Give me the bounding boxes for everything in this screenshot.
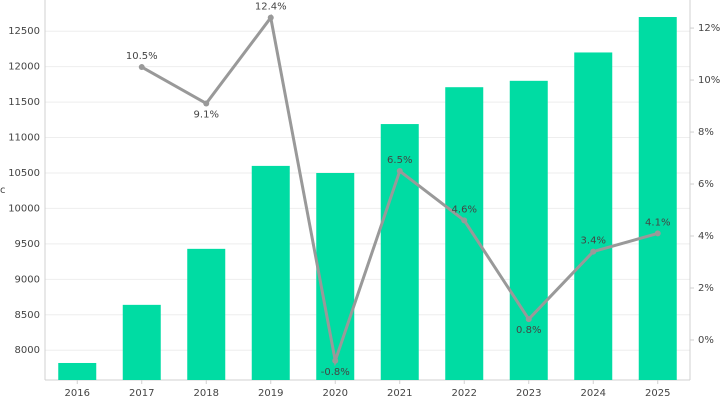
line-point bbox=[461, 217, 468, 224]
data-label: 10.5% bbox=[126, 51, 158, 62]
y-tick-label: 9000 bbox=[15, 274, 40, 285]
bar bbox=[380, 124, 419, 380]
data-label: 4.6% bbox=[452, 204, 477, 215]
y2-tick-label: 6% bbox=[698, 179, 714, 190]
y-tick-label: 10500 bbox=[8, 168, 40, 179]
y-tick-label: 9500 bbox=[15, 239, 40, 250]
bar bbox=[316, 172, 355, 380]
line-point bbox=[203, 100, 210, 107]
data-label: 9.1% bbox=[194, 109, 219, 120]
line-point bbox=[138, 64, 145, 71]
y-tick-label: 10000 bbox=[8, 203, 40, 214]
bar bbox=[509, 80, 548, 380]
x-tick-label: 2023 bbox=[516, 388, 541, 399]
y-axis-label: c bbox=[0, 185, 6, 196]
line-point bbox=[396, 168, 403, 175]
x-tick-label: 2016 bbox=[65, 388, 90, 399]
data-label: 3.4% bbox=[581, 236, 606, 247]
y2-tick-label: 8% bbox=[698, 127, 714, 138]
x-tick-label: 2022 bbox=[452, 388, 477, 399]
y-tick-label: 11000 bbox=[8, 133, 40, 144]
bar bbox=[122, 304, 161, 380]
data-label: 4.1% bbox=[645, 217, 670, 228]
bar bbox=[251, 165, 290, 380]
bar bbox=[445, 87, 484, 381]
line-point bbox=[654, 230, 661, 237]
x-tick-label: 2017 bbox=[129, 388, 154, 399]
y-tick-label: 8000 bbox=[15, 345, 40, 356]
y-tick-label: 12500 bbox=[8, 26, 40, 37]
x-tick-label: 2024 bbox=[581, 388, 606, 399]
line-point bbox=[525, 316, 532, 323]
x-tick-label: 2018 bbox=[194, 388, 219, 399]
y2-tick-label: 10% bbox=[698, 75, 720, 86]
data-label: 6.5% bbox=[387, 155, 412, 166]
line-point bbox=[332, 357, 339, 364]
bar bbox=[58, 362, 97, 380]
line-point bbox=[590, 248, 597, 255]
y-tick-label: 12000 bbox=[8, 62, 40, 73]
bar bbox=[187, 248, 226, 380]
x-tick-label: 2019 bbox=[258, 388, 283, 399]
x-tick-label: 2025 bbox=[645, 388, 670, 399]
x-tick-label: 2021 bbox=[387, 388, 412, 399]
data-label: -0.8% bbox=[321, 367, 350, 378]
data-label: 0.8% bbox=[516, 325, 541, 336]
line-point bbox=[267, 14, 274, 21]
x-tick-label: 2020 bbox=[323, 388, 348, 399]
bar bbox=[638, 17, 677, 381]
data-label: 12.4% bbox=[255, 2, 287, 13]
y-tick-label: 11500 bbox=[8, 97, 40, 108]
y2-tick-label: 12% bbox=[698, 23, 720, 34]
bar bbox=[574, 52, 613, 381]
y2-tick-label: 0% bbox=[698, 335, 714, 346]
y-tick-label: 8500 bbox=[15, 310, 40, 321]
y2-tick-label: 4% bbox=[698, 231, 714, 242]
y2-tick-label: 2% bbox=[698, 283, 714, 294]
